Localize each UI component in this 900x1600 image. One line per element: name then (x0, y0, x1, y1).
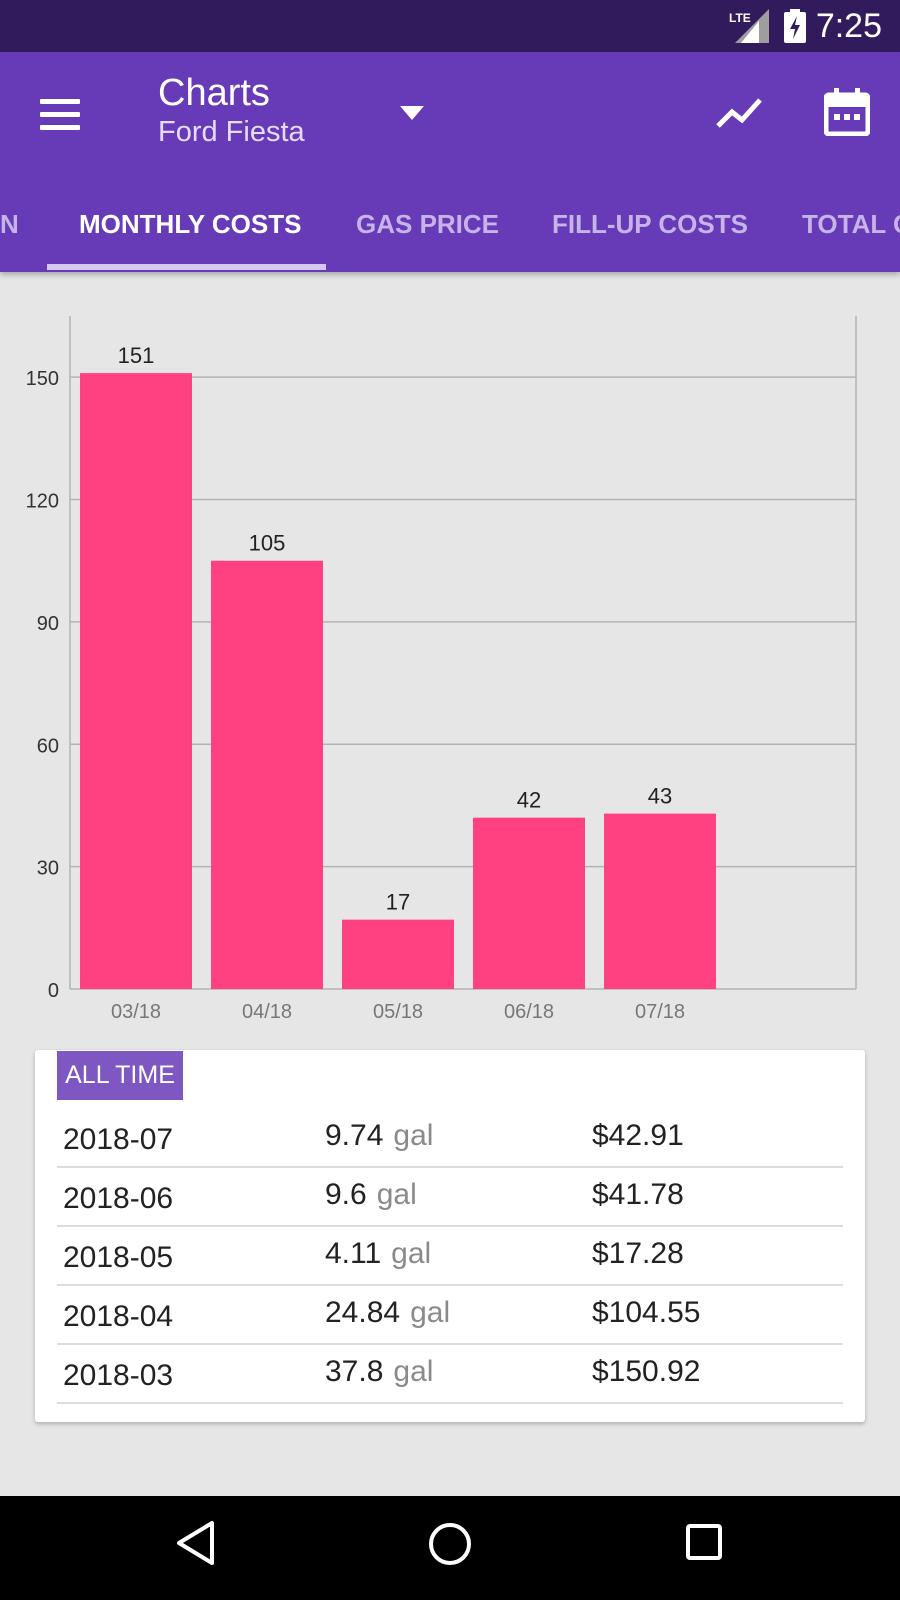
bar-value-label: 105 (249, 531, 286, 556)
recent-apps-icon[interactable] (686, 1524, 722, 1560)
y-tick-label: 30 (37, 858, 59, 880)
y-tick-label: 120 (26, 491, 59, 513)
row-month: 2018-03 (63, 1359, 174, 1392)
table-row[interactable]: 2018-03 37.8 gal $150.92 (57, 1345, 843, 1404)
back-icon[interactable] (176, 1520, 216, 1566)
x-tick-label: 05/18 (373, 1001, 423, 1023)
y-tick-label: 0 (48, 980, 59, 1002)
row-month: 2018-04 (63, 1300, 174, 1333)
row-volume: 24.84 gal (325, 1296, 451, 1329)
row-volume: 9.6 gal (325, 1178, 417, 1211)
monthly-costs-chart: 0 30 60 90 120 150 151 03/18 105 04/18 17 05/18 42 06… (26, 316, 857, 1023)
menu-icon[interactable] (38, 94, 84, 134)
status-bar: LTE 7:25 (0, 0, 900, 52)
page-title: Charts (158, 72, 270, 114)
x-tick-label: 06/18 (504, 1001, 554, 1023)
x-tick-label: 04/18 (242, 1001, 292, 1023)
lte-signal-icon: LTE (729, 9, 769, 43)
bar-value-label: 42 (517, 788, 541, 813)
row-month: 2018-06 (63, 1182, 174, 1215)
battery-charging-icon (784, 9, 806, 43)
table-row[interactable]: 2018-07 9.74 gal $42.91 (57, 1109, 843, 1168)
bar (473, 817, 585, 989)
tab-gas-price[interactable]: GAS PRICE (356, 209, 500, 239)
table-row[interactable]: 2018-06 9.6 gal $41.78 (57, 1168, 843, 1227)
calendar-icon[interactable] (824, 88, 870, 136)
all-time-badge[interactable]: ALL TIME (57, 1051, 183, 1100)
table-row[interactable]: 2018-04 24.84 gal $104.55 (57, 1286, 843, 1345)
tab-monthly-costs[interactable]: MONTHLY COSTS (79, 209, 302, 239)
fillup-summary-card: ALL TIME 2018-07 9.74 gal $42.91 2018-06 … (35, 1050, 865, 1422)
vehicle-name[interactable]: Ford Fiesta (158, 116, 305, 148)
row-cost: $41.78 (592, 1178, 684, 1211)
bar-value-label: 17 (386, 890, 410, 915)
row-volume: 37.8 gal (325, 1355, 434, 1388)
bar (211, 560, 323, 989)
row-month: 2018-05 (63, 1241, 174, 1274)
bar (342, 919, 454, 989)
y-tick-label: 90 (37, 613, 59, 635)
bar (604, 813, 716, 989)
active-tab-indicator (47, 264, 326, 270)
y-tick-label: 60 (37, 735, 59, 757)
bar (80, 373, 192, 989)
home-icon[interactable] (428, 1522, 472, 1566)
row-volume: 4.11 gal (325, 1237, 432, 1270)
tab-partial-left[interactable]: N (0, 209, 19, 239)
tab-total-costs[interactable]: TOTAL C (802, 209, 900, 239)
bar-value-label: 151 (118, 343, 155, 368)
table-row[interactable]: 2018-05 4.11 gal $17.28 (57, 1227, 843, 1286)
row-volume: 9.74 gal (325, 1119, 434, 1152)
status-time: 7:25 (815, 7, 882, 45)
row-cost: $17.28 (592, 1237, 684, 1270)
x-tick-label: 07/18 (635, 1001, 685, 1023)
system-nav-bar (0, 1496, 900, 1600)
y-tick-label: 150 (26, 368, 59, 390)
app-bar: Charts Ford Fiesta N MONTHLY COSTS GAS P… (0, 52, 900, 272)
row-cost: $104.55 (592, 1296, 701, 1329)
tab-fill-up-costs[interactable]: FILL-UP COSTS (552, 209, 748, 239)
network-type-label: LTE (729, 11, 751, 25)
trend-line-icon[interactable] (714, 92, 764, 132)
bar-value-label: 43 (648, 784, 672, 809)
row-month: 2018-07 (63, 1123, 174, 1156)
dropdown-arrow-icon[interactable] (398, 104, 426, 122)
x-tick-label: 03/18 (111, 1001, 161, 1023)
row-cost: $42.91 (592, 1119, 684, 1152)
row-cost: $150.92 (592, 1355, 701, 1388)
